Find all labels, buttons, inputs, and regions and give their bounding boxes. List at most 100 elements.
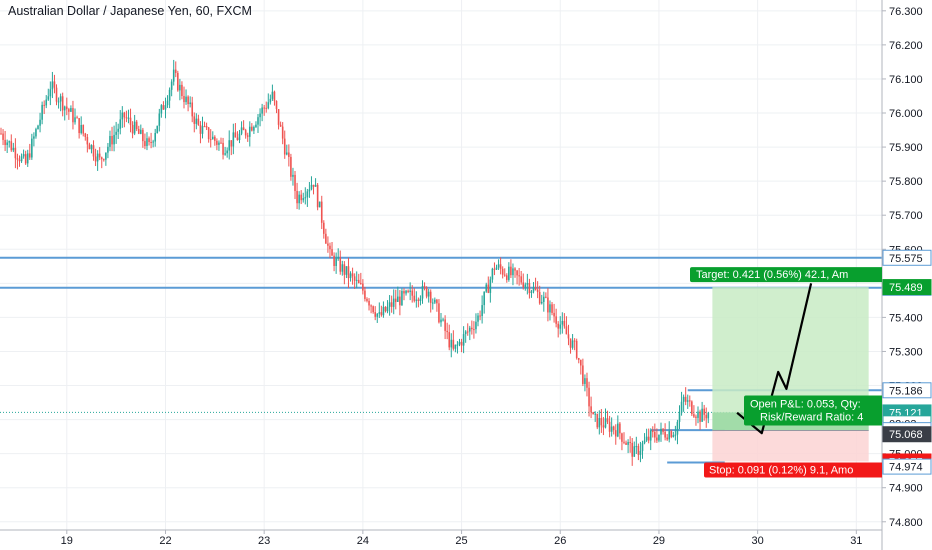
- candle-body: [353, 276, 356, 281]
- candle-body: [415, 299, 418, 301]
- candle-body: [68, 109, 70, 112]
- candle-body: [24, 154, 27, 164]
- candle-body: [553, 312, 555, 317]
- candle-body: [96, 153, 99, 162]
- candle-body: [610, 426, 613, 432]
- candle-body: [117, 128, 119, 132]
- time-tick-label: 29: [653, 535, 665, 547]
- candle-body: [314, 184, 317, 187]
- candle-body: [503, 274, 506, 276]
- candle-body: [209, 139, 212, 141]
- drawn-arrow[interactable]: [736, 283, 813, 435]
- candle-body: [588, 387, 590, 407]
- time-axis[interactable]: 19 22 23 24 25 26 29 30 31: [0, 529, 882, 547]
- candle-body: [263, 107, 265, 109]
- candle-body: [431, 302, 434, 304]
- candle-body: [349, 273, 352, 279]
- candle-body: [174, 69, 177, 73]
- candle-body: [345, 266, 348, 275]
- candle-body: [586, 378, 588, 388]
- candle-body: [536, 289, 539, 293]
- candle-body: [325, 233, 327, 244]
- candle-body: [6, 142, 8, 146]
- candle-body: [602, 425, 605, 428]
- candle-body: [582, 365, 584, 384]
- candle-body: [534, 287, 537, 290]
- stop-zone[interactable]: [712, 430, 869, 462]
- price-tick-label: 75.700: [889, 210, 923, 222]
- candle-body: [448, 332, 451, 348]
- candle-body: [524, 284, 527, 288]
- candle-body: [265, 107, 268, 109]
- candle-body: [218, 142, 220, 145]
- candle-body: [158, 113, 161, 126]
- candle-body: [224, 153, 226, 155]
- candle-body: [205, 126, 208, 128]
- candle-body: [580, 359, 582, 366]
- arrow-path[interactable]: [736, 283, 813, 435]
- candle-body: [647, 436, 650, 441]
- candle-body: [195, 118, 198, 124]
- candle-body: [370, 305, 372, 307]
- candle-body: [436, 299, 438, 304]
- candle-body: [658, 434, 660, 441]
- candle-body: [123, 112, 126, 118]
- candle-body: [571, 340, 574, 348]
- candle-body: [643, 440, 646, 444]
- candle-body: [140, 129, 142, 134]
- candle-body: [76, 117, 78, 119]
- candle-body: [8, 141, 11, 143]
- candle-body: [697, 411, 699, 418]
- candle-body: [168, 89, 171, 101]
- candle-body: [421, 285, 424, 299]
- candle-body: [604, 418, 607, 428]
- candle-body: [425, 287, 428, 297]
- candle-body: [701, 408, 703, 422]
- candle-body: [543, 296, 545, 302]
- candle-body: [446, 330, 448, 333]
- candle-body: [487, 284, 490, 293]
- candle-body: [362, 283, 364, 291]
- candle-body: [686, 400, 689, 402]
- candle-body: [72, 108, 74, 123]
- position-labels: Target: 0.421 (0.56%) 42.1, Am Stop: 0.09…: [690, 267, 882, 478]
- chart-title: Australian Dollar / Japanese Yen, 60, FX…: [8, 4, 252, 18]
- candle-body: [82, 124, 85, 134]
- candle-body: [51, 81, 54, 90]
- candle-body: [462, 334, 465, 346]
- candle-body: [216, 140, 218, 145]
- candle-body: [207, 127, 210, 140]
- candle-body: [172, 69, 175, 82]
- candle-body: [699, 411, 701, 422]
- price-tick-label: 76.300: [889, 6, 923, 18]
- price-tag-target: [882, 279, 932, 296]
- candle-body: [606, 418, 609, 422]
- candle-body: [26, 153, 29, 164]
- candle-body: [187, 96, 189, 105]
- candle-body: [635, 446, 638, 448]
- candle-body: [318, 201, 321, 208]
- candle-body: [185, 96, 187, 103]
- candle-body: [292, 174, 294, 177]
- candle-body: [608, 421, 611, 432]
- candle-body: [561, 320, 564, 325]
- candle-body: [45, 99, 48, 106]
- candle-body: [516, 270, 518, 276]
- candle-body: [203, 126, 206, 128]
- candle-body: [251, 126, 253, 131]
- candle-body: [614, 430, 617, 437]
- candle-body: [584, 378, 586, 384]
- candle-body: [631, 442, 634, 457]
- candle-body: [63, 106, 66, 111]
- candle-body: [164, 105, 167, 110]
- candle-body: [668, 431, 671, 440]
- candle-body: [695, 416, 697, 418]
- candle-body: [84, 133, 87, 138]
- candle-body: [627, 441, 629, 445]
- candle-body: [49, 89, 52, 97]
- candle-body: [464, 331, 467, 335]
- candle-body: [4, 139, 6, 146]
- candle-body: [518, 275, 520, 277]
- candle-body: [41, 104, 43, 120]
